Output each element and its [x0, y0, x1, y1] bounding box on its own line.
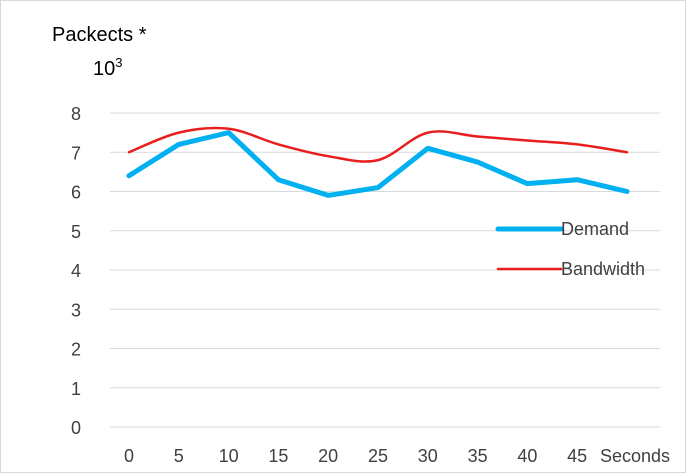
- y-tick-label: 1: [71, 379, 81, 399]
- y-tick-label: 2: [71, 340, 81, 360]
- x-axis-ticks: 0 5 10 15 20 25 30 35 40 45: [124, 446, 587, 466]
- y-tick-label: 0: [71, 418, 81, 438]
- x-tick-label: 10: [219, 446, 239, 466]
- x-tick-label: 25: [368, 446, 388, 466]
- x-tick-label: 15: [268, 446, 288, 466]
- x-tick-label: 20: [318, 446, 338, 466]
- series-lines: [126, 126, 630, 198]
- x-axis-title: Seconds: [600, 446, 670, 466]
- y-axis-ticks: 0 1 2 3 4 5 6 7 8: [71, 104, 81, 438]
- series-line-bandwidth: [127, 126, 629, 163]
- legend-label-bandwidth: Bandwidth: [561, 259, 645, 279]
- x-tick-label: 45: [567, 446, 587, 466]
- legend: Demand Bandwidth: [495, 219, 645, 279]
- gridlines: [110, 112, 660, 428]
- y-tick-label: 5: [71, 222, 81, 242]
- legend-label-demand: Demand: [561, 219, 629, 239]
- x-tick-label: 35: [468, 446, 488, 466]
- y-tick-label: 7: [71, 143, 81, 163]
- y-tick-label: 6: [71, 183, 81, 203]
- x-tick-label: 5: [174, 446, 184, 466]
- y-tick-label: 3: [71, 300, 81, 320]
- y-tick-label: 4: [71, 261, 81, 281]
- x-tick-label: 0: [124, 446, 134, 466]
- series-line-demand: [126, 130, 630, 198]
- y-tick-label: 8: [71, 104, 81, 124]
- y-axis-title: Packects *: [52, 24, 147, 46]
- x-tick-label: 40: [517, 446, 537, 466]
- y-axis-unit: 103: [93, 55, 122, 80]
- x-tick-label: 30: [418, 446, 438, 466]
